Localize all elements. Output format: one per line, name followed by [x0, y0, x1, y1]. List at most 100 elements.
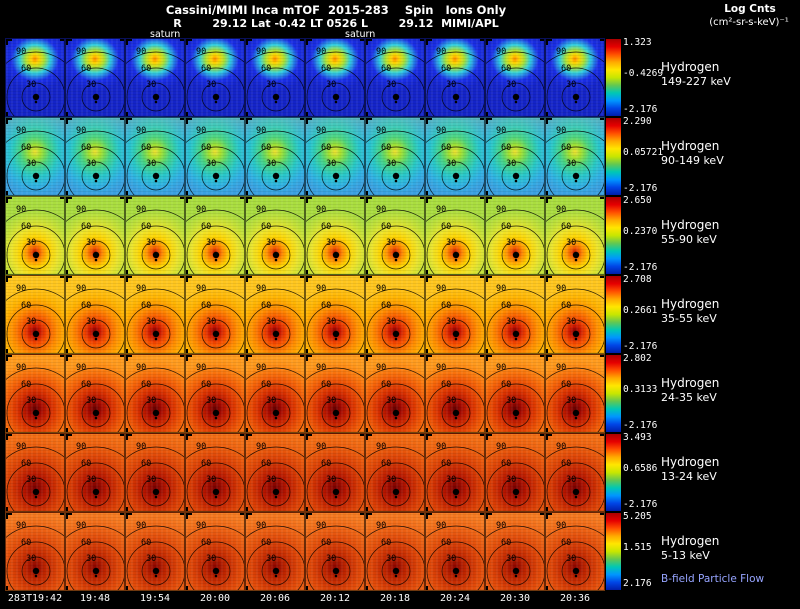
- noise-texture: [306, 39, 364, 116]
- polar-panel: 30 60 90: [245, 354, 305, 433]
- polar-panel: 30 60 90: [125, 275, 185, 354]
- polar-panel: 30 60 90: [545, 354, 605, 433]
- noise-texture: [246, 118, 304, 195]
- noise-texture: [66, 513, 124, 590]
- polar-panel: 30 60 90: [185, 433, 245, 512]
- cbar-mid-label: 0.6586: [623, 463, 658, 474]
- plot-title: Cassini/MIMI Inca mTOF 2015-283 Spin Ion…: [165, 3, 507, 17]
- time-tick-label: 283T19:42: [7, 593, 63, 604]
- cbar-min-label: 2.176: [623, 578, 652, 589]
- noise-texture: [366, 276, 424, 353]
- polar-panel: 30 60 90: [485, 196, 545, 275]
- time-tick-label: 20:24: [439, 593, 471, 604]
- noise-texture: [6, 197, 64, 274]
- noise-texture: [366, 434, 424, 511]
- noise-texture: [486, 434, 544, 511]
- colorbar: [606, 434, 621, 511]
- noise-texture: [546, 276, 604, 353]
- noise-texture: [546, 355, 604, 432]
- noise-texture: [366, 39, 424, 116]
- polar-panel: 30 60 90: [185, 512, 245, 591]
- polar-panel: 30 60 90: [5, 433, 65, 512]
- noise-texture: [66, 118, 124, 195]
- noise-texture: [546, 197, 604, 274]
- cbar-max-label: 2.802: [623, 353, 652, 364]
- polar-panel: 30 60 90: [65, 512, 125, 591]
- colorbar: [606, 355, 621, 432]
- noise-texture: [486, 355, 544, 432]
- colorbar: [606, 513, 621, 590]
- polar-panel: 30 60 90: [5, 196, 65, 275]
- noise-texture: [306, 276, 364, 353]
- noise-texture: [426, 197, 484, 274]
- noise-texture: [306, 434, 364, 511]
- polar-panel: 30 60 90: [305, 117, 365, 196]
- noise-texture: [426, 434, 484, 511]
- cbar-mid-label: 0.05721: [623, 147, 664, 158]
- noise-texture: [186, 355, 244, 432]
- polar-panel: 30 60 90: [485, 117, 545, 196]
- cbar-min-label: -2.176: [623, 262, 658, 273]
- noise-texture: [246, 434, 304, 511]
- row-energy-label: 35-55 keV: [661, 312, 717, 325]
- noise-texture: [486, 276, 544, 353]
- noise-texture: [66, 276, 124, 353]
- colorbar: [606, 118, 621, 195]
- polar-panel: 30 60 90: [365, 275, 425, 354]
- row-energy-label: 55-90 keV: [661, 233, 717, 246]
- noise-texture: [126, 39, 184, 116]
- noise-texture: [546, 39, 604, 116]
- noise-texture: [246, 197, 304, 274]
- noise-texture: [366, 513, 424, 590]
- noise-texture: [186, 118, 244, 195]
- cbar-min-label: -2.176: [623, 420, 658, 431]
- row-energy-label: 13-24 keV: [661, 470, 717, 483]
- polar-panel: 30 60 90: [365, 117, 425, 196]
- polar-panel: 30 60 90: [185, 38, 245, 117]
- row-species-label: Hydrogen: [661, 60, 720, 74]
- noise-texture: [426, 39, 484, 116]
- polar-panel: 30 60 90: [65, 275, 125, 354]
- noise-texture: [486, 39, 544, 116]
- noise-texture: [66, 197, 124, 274]
- noise-texture: [6, 513, 64, 590]
- noise-texture: [306, 118, 364, 195]
- polar-panel: 30 60 90: [185, 354, 245, 433]
- polar-panel: 30 60 90: [305, 354, 365, 433]
- row-energy-label: 90-149 keV: [661, 154, 724, 167]
- time-tick-label: 19:48: [79, 593, 111, 604]
- cbar-max-label: 3.493: [623, 432, 652, 443]
- time-tick-label: 20:12: [319, 593, 351, 604]
- polar-panel: 30 60 90: [305, 38, 365, 117]
- polar-panel: 30 60 90: [5, 354, 65, 433]
- noise-texture: [186, 276, 244, 353]
- polar-panel: 30 60 90: [365, 38, 425, 117]
- polar-panel: 30 60 90: [425, 512, 485, 591]
- noise-texture: [426, 118, 484, 195]
- cbar-mid-label: 0.2661: [623, 305, 658, 316]
- bfield-flow-label: B-field Particle Flow: [661, 573, 765, 585]
- noise-texture: [126, 355, 184, 432]
- time-tick-label: 20:36: [559, 593, 591, 604]
- polar-panel: 30 60 90: [485, 38, 545, 117]
- noise-texture: [486, 197, 544, 274]
- polar-panel: 30 60 90: [545, 117, 605, 196]
- cbar-max-label: 1.323: [623, 37, 652, 48]
- noise-texture: [66, 355, 124, 432]
- noise-texture: [306, 355, 364, 432]
- row-species-label: Hydrogen: [661, 534, 720, 548]
- polar-panel: 30 60 90: [425, 196, 485, 275]
- noise-texture: [186, 513, 244, 590]
- noise-texture: [186, 434, 244, 511]
- row-species-label: Hydrogen: [661, 455, 720, 469]
- noise-texture: [426, 276, 484, 353]
- polar-panel: 30 60 90: [65, 117, 125, 196]
- cbar-min-label: -2.176: [623, 104, 658, 115]
- plot-subtitle: R 29.12 Lat -0.42 LT 0526 L 29.12 MIMI/A…: [173, 17, 499, 30]
- polar-panel: 30 60 90: [545, 512, 605, 591]
- time-tick-label: 20:18: [379, 593, 411, 604]
- cbar-max-label: 2.650: [623, 195, 652, 206]
- polar-panel: 30 60 90: [365, 512, 425, 591]
- row-species-label: Hydrogen: [661, 297, 720, 311]
- polar-panel: 30 60 90: [245, 433, 305, 512]
